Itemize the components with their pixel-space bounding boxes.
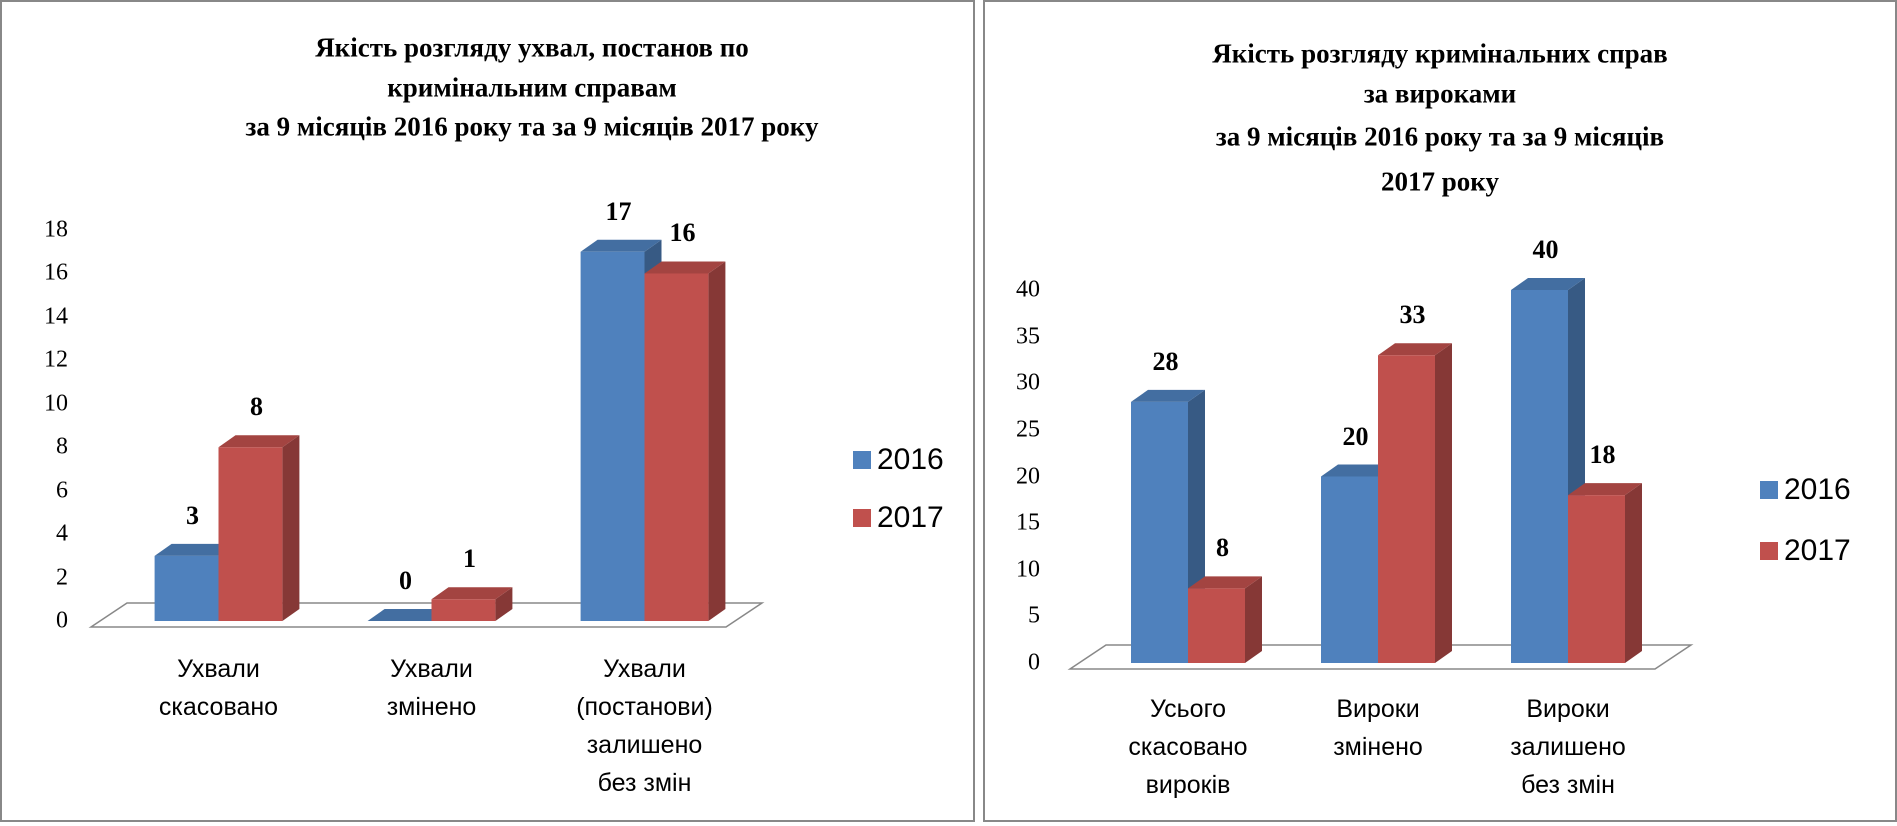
bar-face bbox=[431, 599, 496, 621]
value-label: 28 bbox=[1152, 346, 1179, 376]
legend-label: 2016 bbox=[1784, 473, 1851, 506]
value-label: 17 bbox=[605, 196, 632, 226]
x-tick-label: Ухвали змінено bbox=[386, 655, 477, 721]
chart-title: за 9 місяців 2016 року та за 9 місяців 2… bbox=[245, 111, 819, 142]
x-tick-label: Вироки залишено без змін bbox=[1510, 695, 1626, 799]
chart-title: Якість розгляду кримінальних справ bbox=[1212, 38, 1668, 69]
y-tick-label: 35 bbox=[1016, 323, 1040, 350]
bar-face bbox=[580, 251, 645, 621]
bar-face bbox=[1321, 464, 1395, 477]
bar-face bbox=[1321, 476, 1378, 663]
x-tick-label: Ухвали (постанови) залишено без змін bbox=[576, 655, 713, 797]
floor bbox=[1067, 644, 1694, 670]
bar bbox=[644, 261, 726, 621]
bar bbox=[1188, 576, 1262, 663]
bar-face bbox=[218, 447, 283, 621]
y-tick-label: 15 bbox=[1016, 509, 1040, 536]
y-tick-label: 40 bbox=[1016, 276, 1040, 303]
y-tick-label: 6 bbox=[56, 477, 68, 504]
value-label: 16 bbox=[669, 218, 696, 248]
value-label: 33 bbox=[1399, 300, 1426, 330]
bar-face bbox=[154, 543, 236, 556]
bar bbox=[1378, 343, 1452, 663]
bar bbox=[218, 435, 300, 621]
value-label: 20 bbox=[1342, 421, 1369, 451]
y-tick-label: 20 bbox=[1016, 463, 1040, 489]
value-label: 40 bbox=[1532, 235, 1559, 264]
bar-face bbox=[580, 239, 662, 252]
x-tick-label: Вироки змінено bbox=[1333, 695, 1423, 761]
value-label: 8 bbox=[249, 392, 263, 422]
bar-face bbox=[495, 587, 513, 621]
y-tick-label: 0 bbox=[56, 607, 68, 634]
bar-face bbox=[644, 261, 726, 274]
legend-swatch bbox=[853, 451, 871, 469]
bar-face bbox=[1568, 483, 1642, 496]
bar-face bbox=[1378, 343, 1452, 356]
y-tick-label: 2 bbox=[56, 564, 68, 591]
y-tick-label: 10 bbox=[1016, 556, 1040, 583]
y-tick-label: 5 bbox=[1028, 602, 1040, 629]
y-tick-label: 8 bbox=[56, 433, 68, 460]
bar-face bbox=[431, 587, 513, 600]
floor bbox=[88, 602, 765, 628]
bar-face bbox=[1131, 401, 1188, 663]
bar bbox=[431, 587, 513, 621]
y-tick-label: 12 bbox=[44, 346, 68, 373]
bar-face bbox=[1131, 389, 1205, 402]
bar-face bbox=[1435, 343, 1452, 663]
bar-face bbox=[282, 435, 300, 621]
bar-face bbox=[1568, 495, 1625, 663]
x-tick-label: Ухвали скасовано bbox=[158, 655, 279, 721]
bar-face bbox=[644, 273, 709, 621]
legend-swatch bbox=[1760, 481, 1778, 499]
bar-face bbox=[1378, 355, 1435, 663]
left-panel bbox=[0, 0, 975, 822]
value-label: 8 bbox=[1216, 533, 1229, 563]
bar-face bbox=[1188, 576, 1262, 589]
bar-face bbox=[1188, 588, 1245, 663]
chart-title: Якість розгляду ухвал, постанов по bbox=[315, 32, 749, 63]
bar-face bbox=[708, 261, 726, 621]
chart-title: за вироками bbox=[1363, 78, 1517, 109]
value-label: 18 bbox=[1589, 440, 1616, 470]
y-tick-label: 16 bbox=[44, 259, 68, 286]
bar-face bbox=[1511, 278, 1585, 290]
bar bbox=[367, 609, 449, 621]
bar-face bbox=[1625, 483, 1642, 663]
bar-face bbox=[367, 609, 449, 621]
x-tick-label: Усього скасовано вироків bbox=[1128, 695, 1248, 799]
legend-swatch bbox=[1760, 542, 1778, 560]
y-tick-label: 30 bbox=[1016, 369, 1040, 396]
y-tick-label: 4 bbox=[56, 520, 68, 547]
value-label: 1 bbox=[462, 544, 476, 574]
legend-label: 2016 bbox=[877, 443, 944, 476]
legend-label: 2017 bbox=[1784, 534, 1851, 567]
right-panel bbox=[983, 0, 1897, 822]
legend-label: 2017 bbox=[877, 501, 944, 534]
bar-face bbox=[154, 555, 219, 621]
y-tick-label: 25 bbox=[1016, 416, 1040, 443]
legend-swatch bbox=[853, 509, 871, 527]
bar-face bbox=[1245, 576, 1262, 663]
value-label: 0 bbox=[399, 566, 413, 595]
y-tick-label: 18 bbox=[44, 216, 68, 243]
chart-title: кримінальним справам bbox=[387, 72, 677, 103]
bar-face bbox=[218, 435, 300, 448]
chart-title: за 9 місяців 2016 року та за 9 місяців bbox=[1215, 121, 1665, 152]
y-tick-label: 10 bbox=[44, 390, 68, 417]
bar-face bbox=[1511, 290, 1568, 663]
bar bbox=[1568, 483, 1642, 663]
value-label: 3 bbox=[186, 500, 200, 530]
y-tick-label: 14 bbox=[44, 303, 68, 330]
y-tick-label: 0 bbox=[1028, 649, 1040, 676]
chart-title: 2017 року bbox=[1381, 166, 1499, 197]
